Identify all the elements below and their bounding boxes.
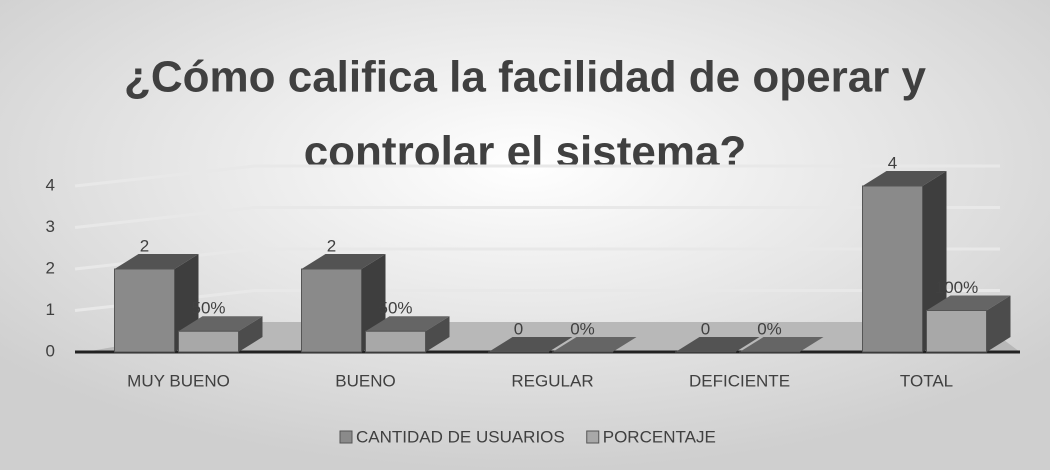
chart-title: controlar el sistema?	[304, 128, 747, 177]
y-tick-label: 4	[46, 175, 55, 194]
legend-swatch	[587, 431, 599, 443]
legend-label: PORCENTAJE	[603, 427, 716, 446]
bar-front	[179, 331, 239, 352]
data-label: 50%	[378, 299, 412, 318]
legend-swatch	[340, 431, 352, 443]
x-tick-label: DEFICIENTE	[689, 371, 790, 390]
data-label: 2	[327, 236, 336, 255]
x-tick-label: REGULAR	[511, 371, 593, 390]
y-tick-label: 0	[46, 341, 55, 360]
data-label: 0%	[570, 319, 595, 338]
chart-title: ¿Cómo califica la facilidad de operar y	[124, 53, 927, 102]
data-label: 50%	[191, 299, 225, 318]
bar-front	[927, 311, 987, 353]
x-tick-label: TOTAL	[900, 371, 953, 390]
y-tick-label: 1	[46, 300, 55, 319]
data-label: 0	[514, 319, 523, 338]
data-label: 4	[888, 153, 897, 172]
bar-front	[366, 331, 426, 352]
legend-label: CANTIDAD DE USUARIOS	[356, 427, 565, 446]
y-tick-label: 3	[46, 217, 55, 236]
x-tick-label: BUENO	[335, 371, 395, 390]
bar-front	[863, 186, 923, 352]
bar	[927, 296, 1011, 353]
bar-front	[115, 269, 175, 352]
data-label: 2	[140, 236, 149, 255]
data-label: 100%	[935, 278, 978, 297]
data-label: 0	[701, 319, 710, 338]
bar-front	[302, 269, 362, 352]
y-tick-label: 2	[46, 258, 55, 277]
data-label: 0%	[757, 319, 782, 338]
x-tick-label: MUY BUENO	[127, 371, 230, 390]
